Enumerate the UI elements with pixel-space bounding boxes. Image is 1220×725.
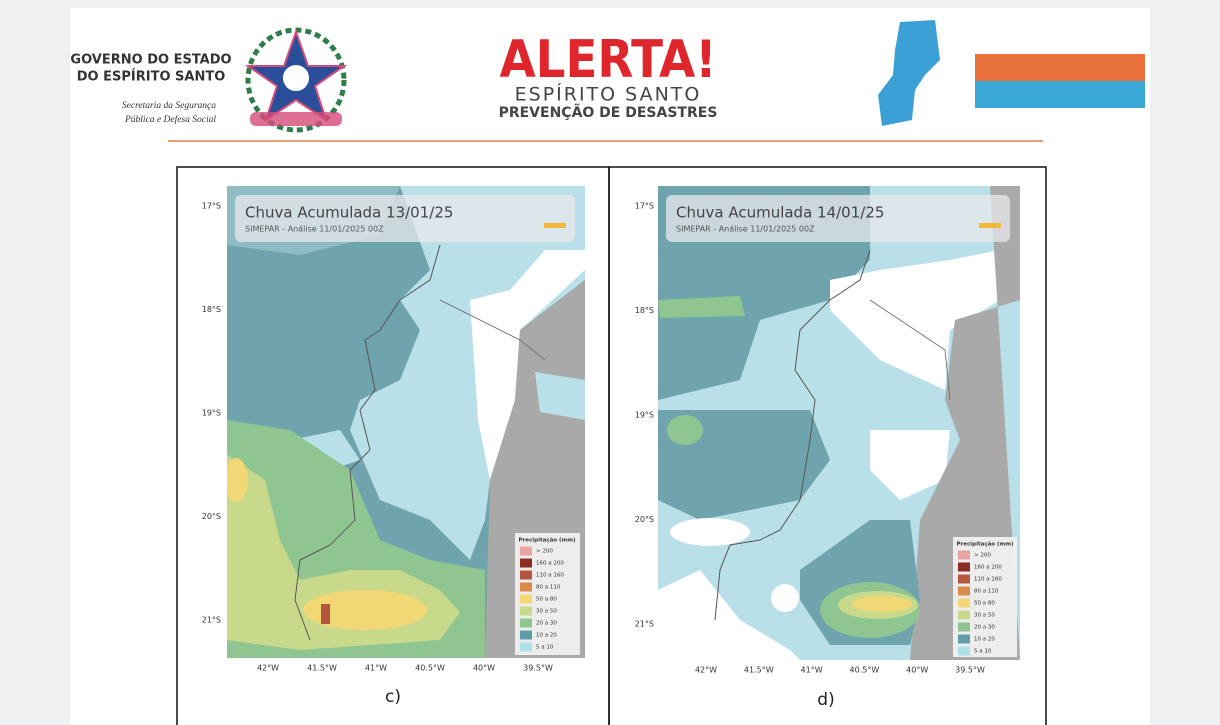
agency: DO ESPÍRITO SANTO bbox=[77, 69, 226, 85]
legend-label: 50 a 80 bbox=[536, 597, 557, 603]
legend-label: > 200 bbox=[974, 553, 991, 559]
legend-swatch bbox=[958, 622, 970, 632]
legend-label: 5 a 10 bbox=[974, 649, 992, 655]
state-name: ESPÍRITO SANTO bbox=[515, 83, 702, 106]
legend-swatch bbox=[520, 546, 532, 556]
source-logo bbox=[979, 223, 1001, 228]
legend-label: 10 a 20 bbox=[536, 633, 557, 639]
lon-label: 40°W bbox=[906, 666, 928, 675]
program: PREVENÇÃO DE DESASTRES bbox=[499, 104, 718, 121]
lat-label: 19°S bbox=[202, 409, 221, 418]
legend-title: Precipitação (mm) bbox=[519, 538, 576, 544]
lat-label: 18°S bbox=[635, 306, 654, 315]
legend-label: 20 a 30 bbox=[974, 625, 995, 631]
department: Secretaria da Segurança bbox=[122, 101, 216, 111]
department: Pública e Defesa Social bbox=[124, 114, 216, 125]
legend-swatch bbox=[958, 574, 970, 584]
legend-label: 160 a 200 bbox=[536, 561, 564, 567]
lon-label: 42°W bbox=[257, 664, 279, 673]
legend-swatch bbox=[958, 610, 970, 620]
agency: GOVERNO DO ESTADO bbox=[70, 53, 231, 68]
legend-swatch bbox=[520, 558, 532, 568]
legend-swatch bbox=[520, 570, 532, 580]
lat-label: 17°S bbox=[202, 202, 221, 211]
state-map-icon bbox=[878, 20, 940, 126]
flag-stripe bbox=[975, 81, 1145, 108]
map-title: Chuva Acumulada 14/01/25 bbox=[676, 204, 884, 222]
legend-label: 20 a 30 bbox=[536, 621, 557, 627]
lon-label: 40.5°W bbox=[850, 666, 880, 675]
legend-label: 110 a 160 bbox=[974, 577, 1002, 583]
legend-swatch bbox=[520, 642, 532, 652]
legend-swatch bbox=[958, 646, 970, 656]
lon-label: 40.5°W bbox=[415, 664, 445, 673]
legend-label: 10 a 20 bbox=[974, 637, 995, 643]
map-source: SIMEPAR - Análise 11/01/2025 00Z bbox=[676, 225, 815, 234]
panel-frame bbox=[608, 166, 1047, 725]
legend-swatch bbox=[958, 550, 970, 560]
legend-label: 5 a 10 bbox=[536, 645, 554, 651]
legend-label: 80 a 110 bbox=[974, 589, 999, 595]
flag-stripe bbox=[975, 54, 1145, 81]
coat-of-arms bbox=[244, 27, 348, 133]
lat-label: 19°S bbox=[635, 411, 654, 420]
legend-swatch bbox=[958, 562, 970, 572]
lon-label: 41.5°W bbox=[744, 666, 774, 675]
caption: d) bbox=[817, 690, 834, 710]
lat-label: 21°S bbox=[635, 620, 654, 629]
legend-label: > 200 bbox=[536, 549, 553, 555]
title-box bbox=[666, 195, 1010, 242]
legend-title: Precipitação (mm) bbox=[957, 542, 1014, 548]
lat-label: 20°S bbox=[635, 515, 654, 524]
caption: c) bbox=[385, 687, 401, 707]
lon-label: 41°W bbox=[801, 666, 823, 675]
legend-swatch bbox=[958, 598, 970, 608]
panels-content: Chuva Acumulada 13/01/25 SIMEPAR - Anális… bbox=[202, 195, 1014, 710]
legend-swatch bbox=[520, 606, 532, 616]
title-box bbox=[235, 195, 575, 242]
lon-label: 41°W bbox=[365, 664, 387, 673]
lat-label: 21°S bbox=[202, 616, 221, 625]
legend-swatch bbox=[520, 582, 532, 592]
lon-label: 39.5°W bbox=[955, 666, 985, 675]
legend-swatch bbox=[958, 586, 970, 596]
lon-label: 40°W bbox=[473, 664, 495, 673]
header: GOVERNO DO ESTADO DO ESPÍRITO SANTO Secr… bbox=[70, 20, 1145, 142]
legend-label: 30 a 50 bbox=[974, 613, 995, 619]
map-source: SIMEPAR - Análise 11/01/2025 00Z bbox=[245, 225, 384, 234]
map-title: Chuva Acumulada 13/01/25 bbox=[245, 204, 453, 222]
legend-label: 50 a 80 bbox=[974, 601, 995, 607]
legend-swatch bbox=[520, 618, 532, 628]
alert-logo: ALERTA! bbox=[499, 30, 716, 90]
legend-label: 80 a 110 bbox=[536, 585, 561, 591]
lat-label: 20°S bbox=[202, 512, 221, 521]
lat-label: 18°S bbox=[202, 305, 221, 314]
lon-label: 41.5°W bbox=[307, 664, 337, 673]
legend-swatch bbox=[520, 594, 532, 604]
lon-label: 42°W bbox=[695, 666, 717, 675]
legend-label: 160 a 200 bbox=[974, 565, 1002, 571]
lat-label: 17°S bbox=[635, 202, 654, 211]
source-logo bbox=[544, 223, 566, 228]
legend-label: 30 a 50 bbox=[536, 609, 557, 615]
legend-swatch bbox=[520, 630, 532, 640]
legend-swatch bbox=[958, 634, 970, 644]
legend-label: 110 a 160 bbox=[536, 573, 564, 579]
lon-label: 39.5°W bbox=[523, 664, 553, 673]
